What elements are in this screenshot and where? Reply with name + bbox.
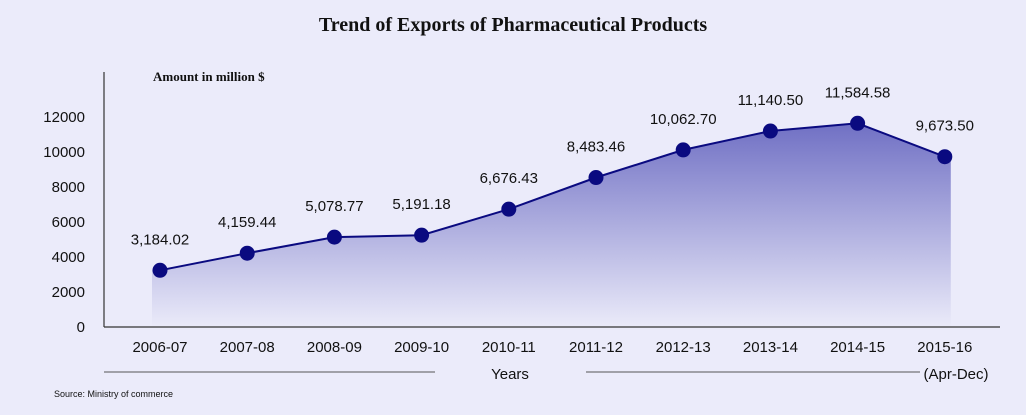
x-tick-label: 2014-15: [830, 339, 885, 356]
data-point: [588, 170, 604, 186]
data-label: 8,483.46: [567, 139, 625, 156]
y-tick-label: 12000: [43, 109, 85, 126]
data-point: [414, 227, 430, 243]
x-tick-label: 2007-08: [220, 339, 275, 356]
y-tick-label: 6000: [52, 214, 85, 231]
area-fill: [152, 123, 951, 326]
x-tick-label: 2012-13: [656, 339, 711, 356]
data-label: 10,062.70: [650, 111, 717, 128]
x-tick-label: 2010-11: [482, 339, 536, 356]
series-line: [159, 122, 946, 272]
y-tick-label: 0: [77, 319, 85, 336]
data-label: 3,184.02: [131, 231, 189, 248]
data-label: 4,159.44: [218, 214, 276, 231]
data-point: [501, 201, 517, 217]
y-tick-label: 4000: [52, 249, 85, 266]
chart-title: Trend of Exports of Pharmaceutical Produ…: [318, 14, 708, 36]
data-label: 5,078.77: [305, 198, 363, 215]
data-point: [675, 142, 691, 158]
x-tick-label: 2013-14: [743, 339, 798, 356]
data-point: [850, 115, 866, 131]
data-label: 9,673.50: [916, 118, 974, 135]
data-point: [152, 262, 168, 278]
data-label: 6,676.43: [480, 170, 538, 187]
data-label: 5,191.18: [392, 196, 450, 213]
x-tick-label: 2008-09: [307, 339, 362, 356]
data-point: [326, 229, 342, 245]
source-note: Source: Ministry of commerce: [54, 389, 174, 399]
x-axis-note: (Apr-Dec): [923, 366, 988, 383]
x-axis-label: Years: [491, 366, 529, 383]
x-tick-label: 2006-07: [132, 339, 187, 356]
x-tick-label: 2015-16: [917, 339, 972, 356]
data-point: [762, 123, 778, 139]
data-point: [239, 245, 255, 261]
data-label: 11,584.58: [825, 84, 891, 101]
y-axis-label: Amount in million $: [153, 69, 265, 84]
x-tick-label: 2009-10: [394, 339, 449, 356]
data-label: 11,140.50: [738, 92, 804, 109]
x-tick-label: 2011-12: [569, 339, 623, 356]
y-tick-label: 2000: [52, 284, 85, 301]
y-tick-label: 10000: [43, 144, 85, 161]
data-point: [937, 149, 953, 165]
y-tick-label: 8000: [52, 179, 85, 196]
